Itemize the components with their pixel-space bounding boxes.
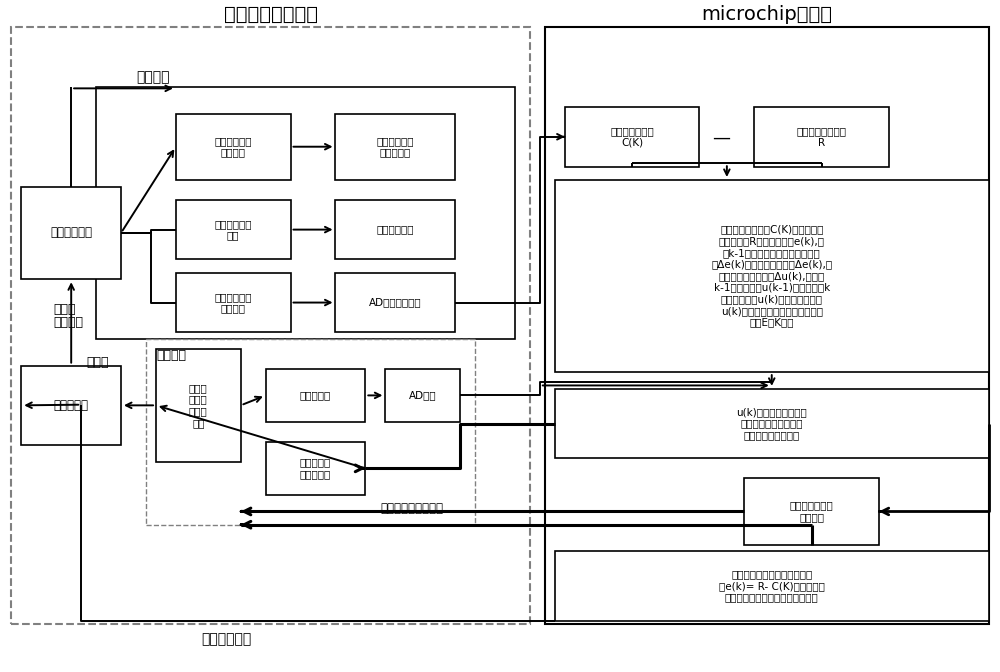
Text: 热中子传感器: 热中子传感器: [50, 226, 92, 239]
Text: 热中子: 热中子: [53, 302, 76, 316]
Text: 射线脉冲采样
保持电路: 射线脉冲采样 保持电路: [214, 292, 252, 313]
Text: 积分滤波电路: 积分滤波电路: [377, 224, 414, 235]
Text: 预设中子产额参数
R: 预设中子产额参数 R: [797, 126, 847, 148]
Text: 中子发生器: 中子发生器: [54, 399, 89, 412]
FancyBboxPatch shape: [21, 187, 121, 280]
FancyBboxPatch shape: [545, 28, 989, 624]
FancyBboxPatch shape: [335, 114, 455, 180]
Text: 高压分压器: 高压分压器: [300, 390, 331, 401]
Text: 零极相消微分
整形电路: 零极相消微分 整形电路: [214, 136, 252, 157]
Text: 中子发生器过压
保护程序: 中子发生器过压 保护程序: [790, 501, 834, 522]
FancyBboxPatch shape: [555, 180, 989, 372]
Text: 由测量的中子产额C(K)和预设的中
子产额参数R求出产额差值e(k),并
与k-1次产额差值求出差值的变化
量Δe(k)。由该差值变化量Δe(k),可
求出中子: 由测量的中子产额C(K)和预设的中 子产额参数R求出产额差值e(k),并 与k-…: [711, 224, 832, 327]
FancyBboxPatch shape: [335, 273, 455, 333]
Text: 防阻塞线性放
大电路电路: 防阻塞线性放 大电路电路: [377, 136, 414, 157]
Text: AD采集: AD采集: [409, 390, 437, 401]
Text: 高压电源: 高压电源: [156, 349, 186, 362]
Text: 测量的中子产额
C(K): 测量的中子产额 C(K): [610, 126, 654, 148]
FancyBboxPatch shape: [754, 107, 889, 167]
FancyBboxPatch shape: [176, 114, 291, 180]
FancyBboxPatch shape: [176, 273, 291, 333]
Text: 中子发
生器高
压供电
单元: 中子发 生器高 压供电 单元: [189, 383, 208, 428]
FancyBboxPatch shape: [176, 200, 291, 259]
FancyBboxPatch shape: [555, 551, 989, 621]
FancyBboxPatch shape: [266, 442, 365, 495]
Text: 脉冲信号: 脉冲信号: [136, 70, 170, 84]
Text: —: —: [712, 129, 730, 147]
Text: microchip控制器: microchip控制器: [701, 5, 832, 24]
FancyBboxPatch shape: [146, 339, 475, 525]
Text: 快中子: 快中子: [86, 355, 109, 369]
Text: 高压电源脉
宽调制信号: 高压电源脉 宽调制信号: [300, 458, 331, 479]
FancyBboxPatch shape: [335, 200, 455, 259]
FancyBboxPatch shape: [156, 349, 241, 462]
FancyBboxPatch shape: [11, 28, 530, 624]
Text: 在高压电源环节调整完成后，
由e(k)= R- C(K)的差值微调
单位时间内中子发生器的激发脉冲: 在高压电源环节调整完成后， 由e(k)= R- C(K)的差值微调 单位时间内中…: [719, 569, 825, 603]
FancyBboxPatch shape: [565, 107, 699, 167]
FancyBboxPatch shape: [744, 478, 879, 544]
FancyBboxPatch shape: [21, 366, 121, 445]
FancyBboxPatch shape: [555, 389, 989, 458]
Text: AD采集计数单元: AD采集计数单元: [369, 298, 422, 308]
Text: u(k)与分压后信号比较
后改变高压电源初级脉
宽调制信号的占空比: u(k)与分压后信号比较 后改变高压电源初级脉 宽调制信号的占空比: [736, 407, 807, 440]
Text: 中子激发脉冲: 中子激发脉冲: [201, 632, 251, 646]
Text: 中子产额监测单元: 中子产额监测单元: [224, 5, 318, 24]
Text: 直流基线恢复
电路: 直流基线恢复 电路: [214, 219, 252, 241]
FancyBboxPatch shape: [96, 87, 515, 339]
FancyBboxPatch shape: [266, 369, 365, 422]
FancyBboxPatch shape: [385, 369, 460, 422]
Text: 减速物质: 减速物质: [53, 316, 83, 329]
Text: 中子发生器过压保护: 中子发生器过压保护: [380, 501, 443, 515]
